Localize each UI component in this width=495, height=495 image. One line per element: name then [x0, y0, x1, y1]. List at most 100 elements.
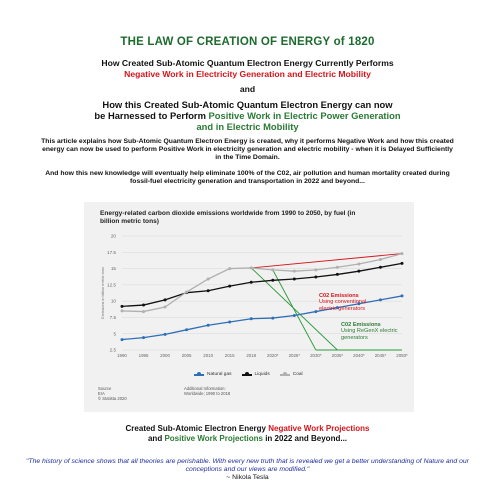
y-tick-label: 7.5 [110, 315, 117, 320]
heading-positive-work: How this Created Sub-Atomic Quantum Elec… [20, 99, 475, 133]
data-point [185, 328, 189, 332]
chart-legend: Natural gas Liquids Coal [194, 372, 303, 377]
data-point [228, 267, 232, 271]
legend-label: Liquids [254, 372, 270, 377]
legend-swatch [241, 372, 252, 376]
data-point [163, 298, 167, 302]
data-point [206, 277, 210, 281]
data-point [314, 275, 318, 279]
legend-swatch [279, 372, 290, 376]
x-tick-label: 2020* [267, 353, 279, 358]
source-label: Source [98, 386, 112, 391]
caption-text: and [147, 434, 165, 443]
data-point [292, 313, 296, 317]
x-tick-label: 2018 [246, 353, 256, 358]
conventional-projection-line [251, 253, 403, 269]
impact-paragraph: And how this new knowledge will eventual… [45, 170, 450, 186]
chart-plot: 20 17.5 15 12.5 10 7.5 5 2.5 Emissions in billio… [101, 234, 408, 358]
addinfo-line: Worldwide; 1990 to 2018 [184, 391, 231, 396]
y-tick-label: 2.5 [110, 348, 117, 353]
and-connector: and [239, 84, 256, 94]
data-point [378, 257, 382, 261]
legend-label: Coal [292, 372, 303, 377]
data-point [335, 306, 339, 310]
data-point [163, 305, 167, 309]
annot-line: C02 Emissions [319, 293, 359, 299]
legend-label: Natural gas [207, 372, 232, 377]
data-point [142, 336, 146, 340]
data-point [249, 266, 253, 270]
emissions-chart: Energy-related carbon dioxide emissions … [84, 202, 414, 412]
x-tick-label: 2040* [353, 353, 365, 358]
annot-line: generators [341, 334, 368, 341]
legend-liquids: Liquids [241, 372, 270, 377]
annot-line: C02 Emissions [341, 322, 381, 328]
data-point [357, 302, 361, 306]
x-tick-label: 2015 [225, 353, 235, 358]
quote-text: "The history of science shows that all t… [26, 458, 469, 474]
y-axis-label: Emissions in billion metric tons [101, 267, 105, 319]
series-line [121, 252, 403, 313]
data-point [185, 290, 189, 294]
data-point [400, 261, 404, 265]
heading-text-green: Positive Work in Electric Power Generati… [208, 110, 401, 122]
quote-author: ~ Nikola Tesla [226, 474, 269, 482]
regenx-emissions-label: C02 Emissions Using ReGenX electric gene… [341, 322, 398, 341]
legend-natural-gas: Natural gas [194, 372, 232, 377]
heading-text: be Harnessed to Perform [94, 110, 209, 122]
data-point [357, 269, 361, 273]
caption-line: and Positive Work Projections in 2022 an… [20, 434, 475, 444]
x-tick-label: 2010 [203, 353, 213, 358]
data-point [120, 309, 124, 313]
data-point [357, 262, 361, 266]
data-point [142, 310, 146, 314]
x-tick-label: 1990 [117, 353, 127, 358]
data-point [378, 265, 382, 269]
chart-title: Energy-related carbon dioxide emissions … [100, 210, 356, 226]
y-tick-label: 10 [111, 299, 117, 304]
caption-text-red: Negative Work Projections [268, 424, 370, 433]
y-tick-label: 12.5 [107, 282, 116, 287]
data-point [228, 320, 232, 324]
data-point [206, 289, 210, 293]
data-point [292, 269, 296, 273]
heading-line-red: Negative Work in Electricity Generation … [124, 68, 371, 79]
caption-text: in 2022 and Beyond... [262, 434, 348, 443]
heading-negative-work: How Created Sub-Atomic Quantum Electron … [20, 58, 475, 79]
y-tick-label: 17.5 [107, 250, 116, 255]
data-point [314, 310, 318, 314]
annot-line: Using ReGenX electric [341, 328, 398, 335]
regenx-projection-line [272, 269, 317, 351]
data-point [228, 284, 232, 288]
data-point [163, 332, 167, 336]
intro-paragraph: This article explains how Sub-Atomic Qua… [41, 138, 454, 162]
source-line: EIA [98, 391, 105, 396]
data-point [400, 252, 404, 256]
page-title: THE LAW OF CREATION OF ENERGY of 1820 [120, 36, 375, 48]
addinfo-label: Additional Information: [184, 386, 226, 391]
data-point [120, 304, 124, 308]
x-tick-label: 2050* [396, 353, 408, 358]
caption-text: Created Sub-Atomic Electron Energy [125, 424, 269, 433]
data-point [249, 280, 253, 284]
x-tick-label: 2045* [375, 353, 387, 358]
x-tick-label: 2005 [182, 353, 192, 358]
heading-line: How this Created Sub-Atomic Quantum Elec… [102, 99, 393, 110]
tesla-quote: "The history of science shows that all t… [16, 458, 479, 483]
data-point [335, 272, 339, 276]
chart-additional-info: Additional Information: Worldwide; 1990 … [184, 386, 230, 396]
chart-caption: Created Sub-Atomic Electron Energy Negat… [20, 424, 475, 444]
caption-text-green: Positive Work Projections [164, 434, 263, 443]
x-tick-label: 2030* [310, 353, 322, 358]
y-tick-label: 15 [111, 266, 117, 271]
series-line [121, 262, 403, 308]
y-tick-label: 5 [113, 331, 116, 336]
data-point [271, 268, 275, 272]
heading-line: be Harnessed to Perform Positive Work in… [20, 110, 475, 121]
y-tick-label: 20 [111, 234, 117, 239]
data-point [271, 278, 275, 282]
series-line [121, 295, 403, 341]
data-point [142, 303, 146, 307]
data-point [271, 316, 275, 320]
annot-line: Using conventional [319, 299, 367, 306]
